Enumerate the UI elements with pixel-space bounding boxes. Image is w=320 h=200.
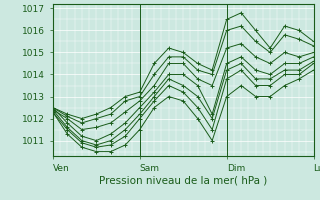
X-axis label: Pression niveau de la mer( hPa ): Pression niveau de la mer( hPa ) [99, 175, 267, 185]
